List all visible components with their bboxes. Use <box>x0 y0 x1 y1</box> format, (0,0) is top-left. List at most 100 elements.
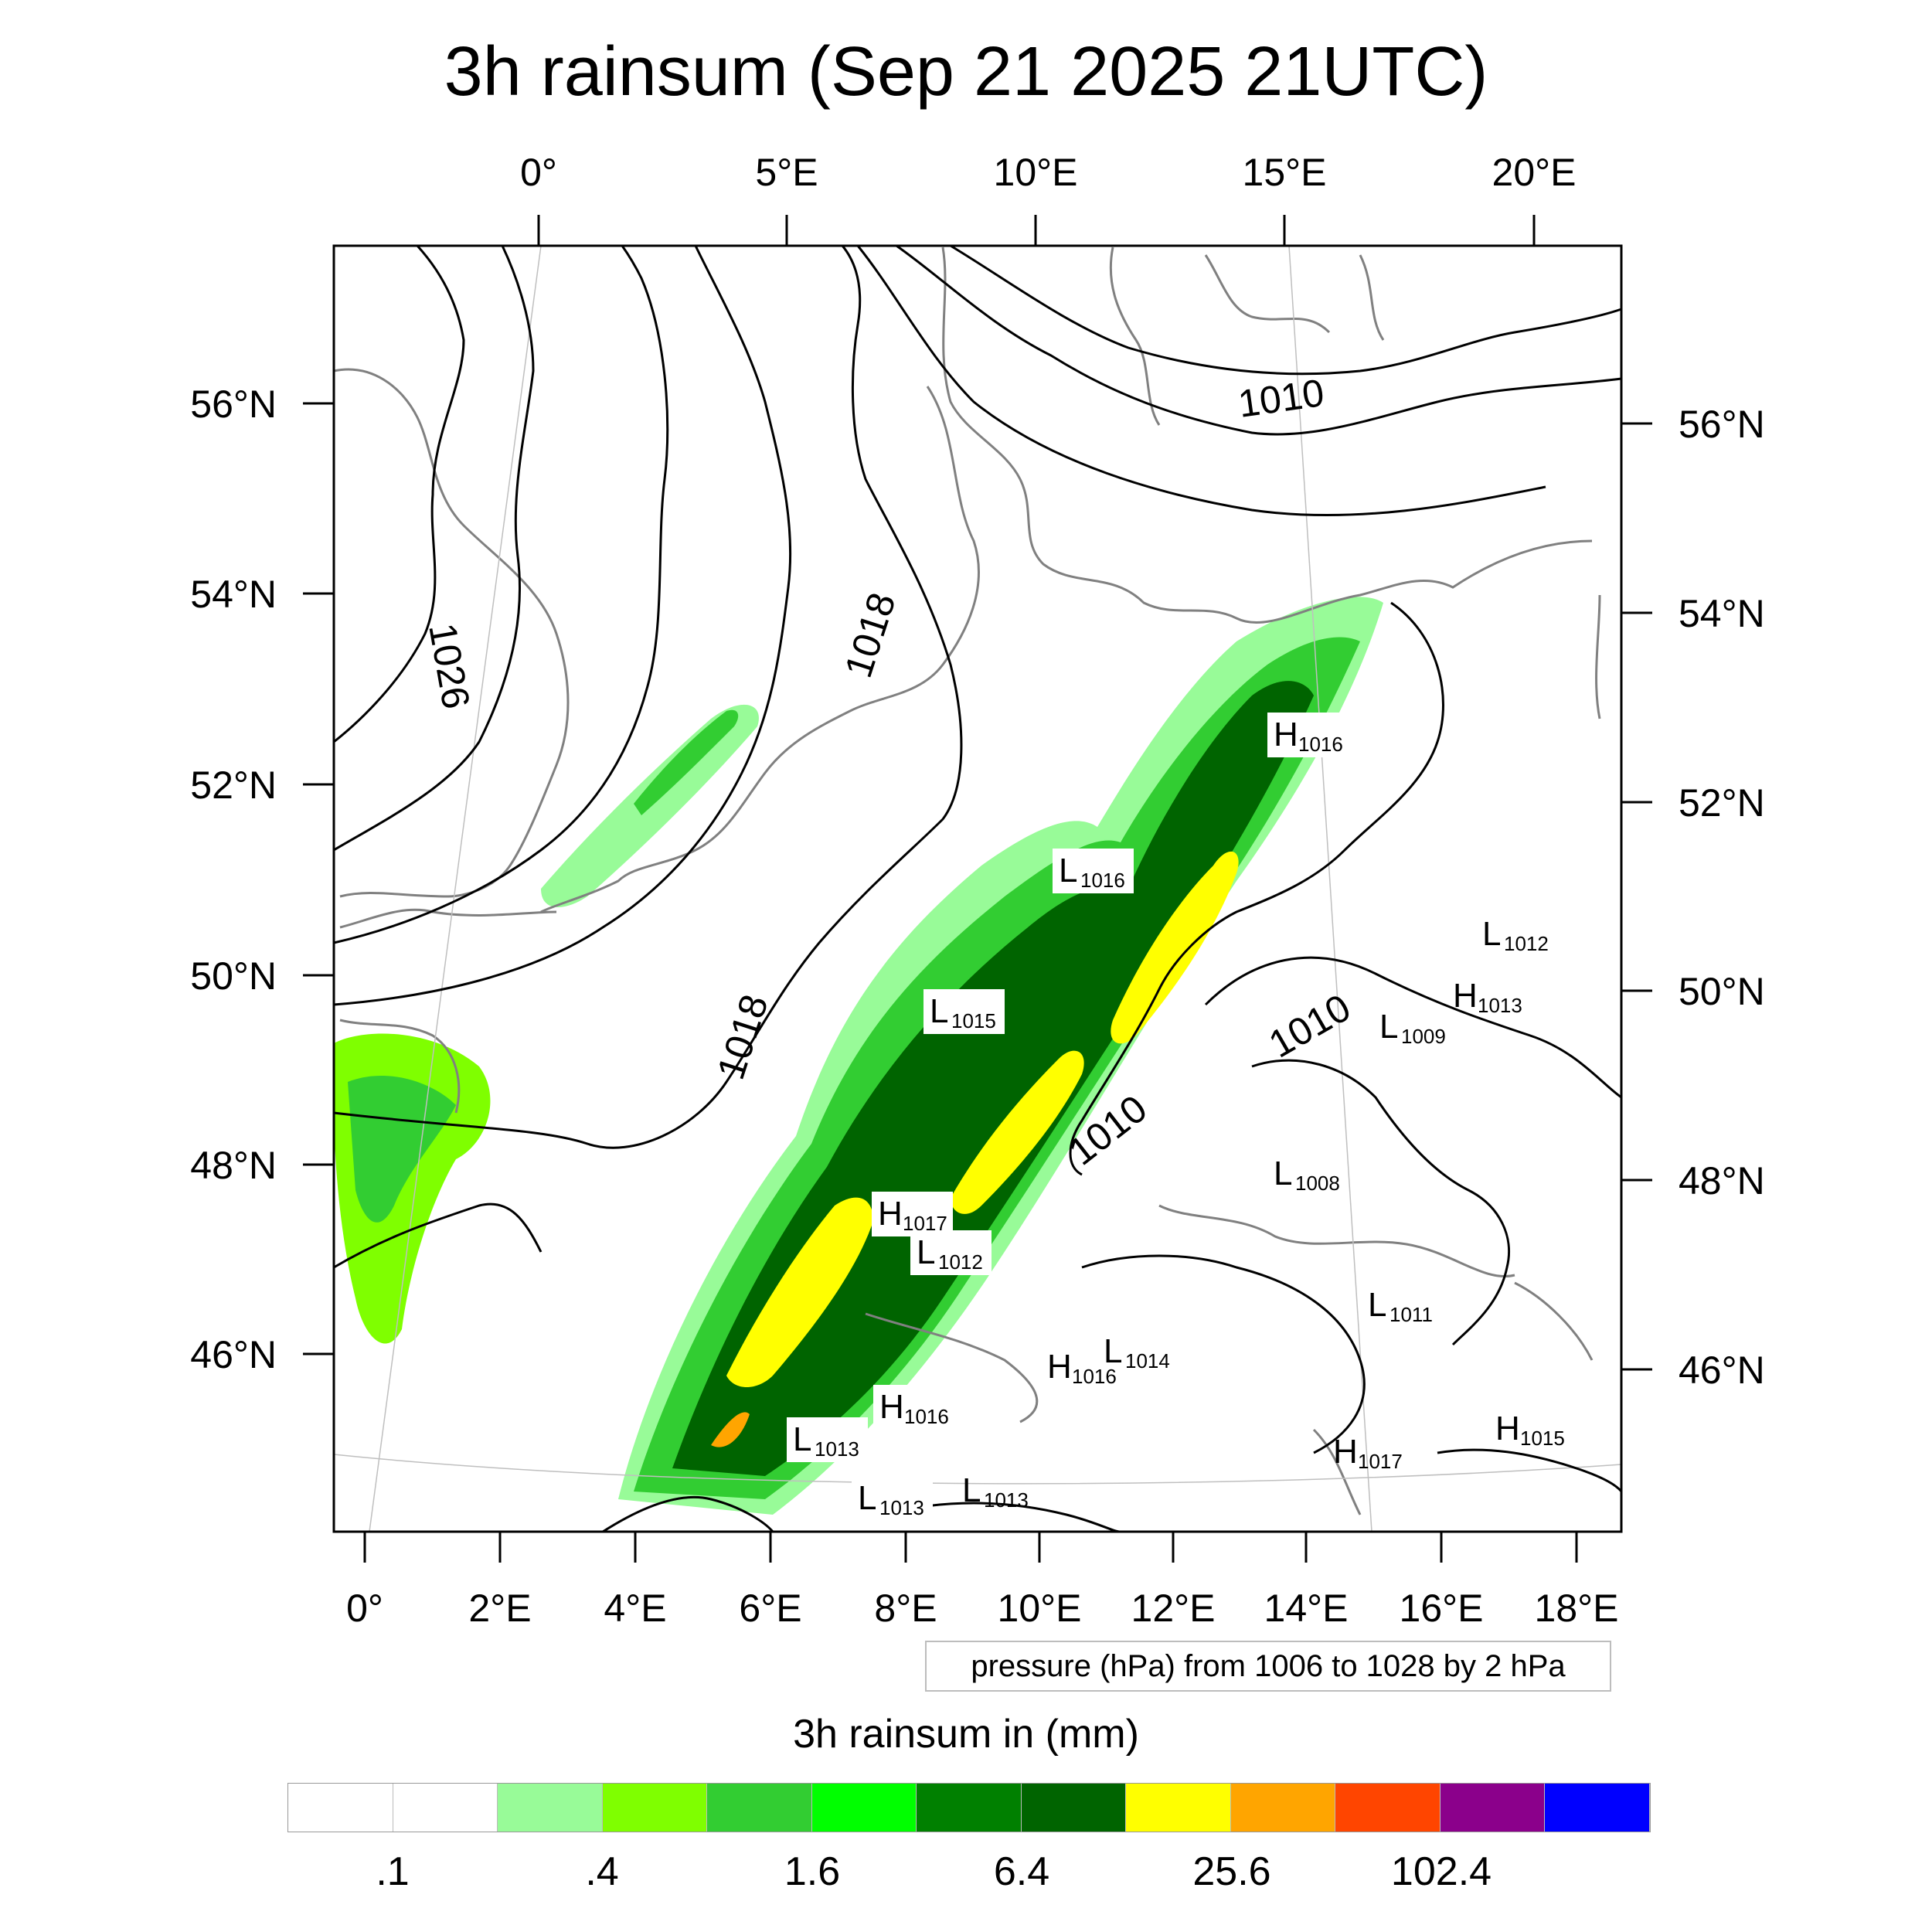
colorbar-label: 1.6 <box>784 1849 841 1894</box>
pressure-center: H 1016 <box>873 1385 954 1430</box>
bottom-lon-label: 10°E <box>998 1587 1082 1630</box>
pressure-center-type: L <box>1482 915 1501 953</box>
pressure-center-value: 1008 <box>1295 1172 1340 1195</box>
pressure-center-type: L <box>1104 1332 1122 1370</box>
right-lat-label: 54°N <box>1679 592 1765 635</box>
pressure-center-type: H <box>1495 1410 1520 1447</box>
pressure-center-value: 1017 <box>1358 1450 1403 1473</box>
colorbar-swatch <box>917 1784 1022 1832</box>
rain-band-heavy-middle <box>951 1050 1084 1214</box>
colorbar-swatch <box>811 1784 917 1832</box>
coastlines <box>333 247 1601 1515</box>
pressure-center-type: H <box>1047 1348 1072 1386</box>
colorbar-swatch <box>1230 1784 1336 1832</box>
colorbar-swatch <box>1021 1784 1127 1832</box>
pressure-center-value: 1016 <box>1072 1365 1117 1388</box>
map-frame <box>332 244 1623 1533</box>
right-lat-label: 50°N <box>1679 970 1765 1013</box>
pressure-center: L 1011 <box>1368 1286 1433 1326</box>
pressure-center: L 1013 <box>962 1471 1029 1512</box>
pressure-centers: H 1016 L 1016 L 1015 H 1017 L 1012 H 101… <box>787 713 1565 1521</box>
colorbar-swatch <box>498 1784 603 1832</box>
pressure-center-value: 1013 <box>1478 994 1522 1017</box>
colorbar-label: .1 <box>376 1849 410 1894</box>
right-lat-label: 46°N <box>1679 1349 1765 1392</box>
pressure-center: L 1016 <box>1053 849 1134 893</box>
pressure-center-type: H <box>878 1195 903 1233</box>
pressure-center-value: 1013 <box>815 1437 859 1461</box>
bottom-lon-label: 8°E <box>874 1587 937 1630</box>
pressure-center-type: L <box>858 1479 876 1517</box>
colorbar-title: 3h rainsum in (mm) <box>793 1712 1139 1757</box>
bottom-lon-label: 4°E <box>604 1587 666 1630</box>
bottom-lon-axis <box>363 1532 1578 1563</box>
pressure-center: L 1012 <box>1482 915 1549 955</box>
pressure-center-value: 1012 <box>938 1250 983 1274</box>
colorbar-label: .4 <box>585 1849 619 1894</box>
pressure-center-value: 1016 <box>1298 733 1343 756</box>
pressure-center-type: L <box>1379 1008 1398 1046</box>
pressure-center-value: 1015 <box>951 1009 996 1032</box>
pressure-center: L 1014 <box>1104 1332 1170 1372</box>
colorbar-swatch <box>707 1784 812 1832</box>
pressure-center-type: H <box>1333 1433 1358 1471</box>
left-lat-label: 56°N <box>190 383 277 426</box>
map-title: 3h rainsum (Sep 21 2025 21UTC) <box>444 33 1488 111</box>
colorbar-label: 102.4 <box>1390 1849 1492 1894</box>
pressure-center-value: 1009 <box>1401 1025 1446 1048</box>
pressure-center-value: 1013 <box>984 1488 1029 1512</box>
bottom-lon-label: 16°E <box>1400 1587 1484 1630</box>
pressure-center: H 1013 <box>1453 977 1522 1017</box>
pressure-center-value: 1011 <box>1389 1303 1433 1326</box>
pressure-center: L 1015 <box>923 989 1005 1034</box>
top-lon-label: 10°E <box>994 151 1078 194</box>
left-lat-label: 52°N <box>190 764 277 807</box>
colorbar-swatch <box>288 1784 393 1832</box>
bottom-lon-label: 12°E <box>1131 1587 1216 1630</box>
left-lat-axis <box>303 402 334 1355</box>
pressure-center: L 1009 <box>1379 1008 1446 1048</box>
right-lat-label: 56°N <box>1679 403 1765 446</box>
pressure-center-value: 1015 <box>1520 1427 1565 1450</box>
pressure-center-value: 1012 <box>1504 932 1549 955</box>
graticule <box>333 245 1622 1532</box>
top-lon-label: 20°E <box>1492 151 1577 194</box>
top-lon-label: 5°E <box>755 151 818 194</box>
pressure-center-value: 1016 <box>1080 869 1125 892</box>
precipitation-field <box>334 597 1383 1515</box>
pressure-center-type: L <box>1274 1155 1292 1192</box>
pressure-center-value: 1014 <box>1125 1349 1170 1372</box>
pressure-center: L 1012 <box>910 1230 992 1275</box>
pressure-center-type: H <box>879 1388 904 1426</box>
bottom-lon-label: 0° <box>346 1587 383 1630</box>
bottom-lon-label: 18°E <box>1535 1587 1619 1630</box>
colorbar-swatch <box>1545 1784 1650 1832</box>
colorbar-swatch <box>1335 1784 1440 1832</box>
right-lat-label: 48°N <box>1679 1159 1765 1202</box>
pressure-center: H 1017 <box>1333 1433 1403 1473</box>
bottom-lon-label: 14°E <box>1264 1587 1349 1630</box>
top-lon-label: 15°E <box>1243 151 1327 194</box>
pressure-center: L 1013 <box>787 1417 868 1462</box>
left-lat-label: 50°N <box>190 954 277 998</box>
pressure-center: L 1013 <box>852 1476 933 1521</box>
pressure-note: pressure (hPa) from 1006 to 1028 by 2 hP… <box>925 1641 1611 1692</box>
left-lat-label: 48°N <box>190 1144 277 1187</box>
colorbar-swatch <box>602 1784 708 1832</box>
pressure-center-type: H <box>1274 716 1298 753</box>
rain-core-orange <box>711 1412 750 1447</box>
pressure-center: H 1016 <box>1267 713 1349 757</box>
rain-band-heavy-south <box>726 1197 873 1387</box>
pressure-center-type: L <box>930 992 948 1030</box>
pressure-center: H 1015 <box>1495 1410 1565 1450</box>
colorbar-swatch <box>393 1784 498 1832</box>
colorbar <box>287 1783 1651 1832</box>
colorbar-swatch <box>1440 1784 1546 1832</box>
rain-west-edge-dark <box>348 1075 456 1223</box>
pressure-center-type: L <box>1059 852 1077 889</box>
pressure-center-value: 1013 <box>879 1496 924 1519</box>
top-lon-label: 0° <box>520 151 557 194</box>
bottom-lon-label: 2°E <box>468 1587 531 1630</box>
pressure-center-value: 1016 <box>904 1405 949 1428</box>
